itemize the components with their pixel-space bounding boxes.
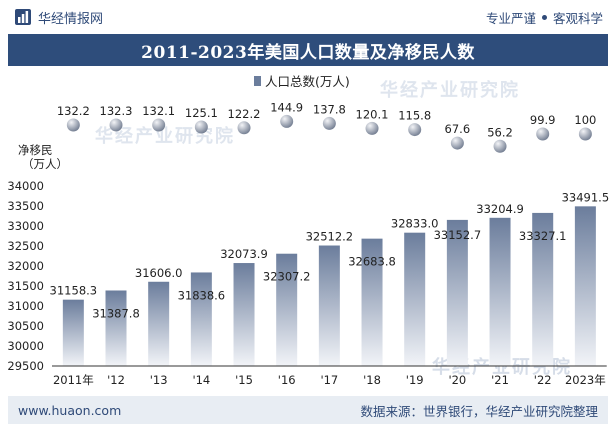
bar — [532, 212, 554, 366]
x-tick-label: '19 — [406, 373, 424, 387]
migration-dot — [109, 118, 123, 132]
y-tick-label: 29500 — [7, 359, 44, 373]
migration-axis-label: 净移民 — [18, 143, 53, 157]
migration-dot — [536, 127, 550, 141]
bar — [105, 290, 127, 366]
bar — [190, 272, 212, 366]
y-tick-label: 32500 — [7, 239, 44, 253]
migration-value-label: 137.8 — [313, 102, 346, 116]
migration-dot — [493, 139, 507, 153]
bar — [148, 281, 170, 366]
x-tick-label: '17 — [320, 373, 338, 387]
migration-value-label: 100 — [574, 113, 596, 127]
tagline: 专业严谨 客观科学 — [486, 8, 603, 27]
bar-value-label: 32833.0 — [391, 217, 439, 231]
migration-value-label: 56.2 — [487, 125, 513, 139]
chart-title: 2011-2023年美国人口数量及净移民人数 — [8, 34, 608, 66]
migration-dot — [578, 127, 592, 141]
migration-dot — [322, 116, 336, 130]
bar — [62, 299, 84, 366]
bar-value-label: 32307.2 — [263, 270, 311, 284]
y-tick-label: 33500 — [7, 199, 44, 213]
migration-value-label: 115.8 — [398, 109, 431, 123]
bar-value-label: 31158.3 — [50, 284, 98, 298]
bar — [233, 263, 255, 366]
brand-name: 华经情报网 — [38, 11, 104, 27]
migration-dot — [66, 118, 80, 132]
migration-dot — [280, 114, 294, 128]
x-tick-label: '21 — [491, 373, 509, 387]
migration-dot — [152, 118, 166, 132]
brand[interactable]: 华经情报网 — [14, 8, 103, 27]
bar-value-label: 31838.6 — [178, 288, 226, 302]
migration-dot — [365, 121, 379, 135]
y-tick-label: 31000 — [7, 299, 44, 313]
bar — [574, 206, 596, 366]
migration-value-label: 122.2 — [228, 107, 261, 121]
watermark-text: 华经产业研究院 — [380, 79, 520, 101]
x-tick-label: '14 — [192, 373, 210, 387]
migration-value-label: 67.6 — [445, 122, 471, 136]
bar-value-label: 32683.8 — [348, 255, 396, 269]
legend-label: 人口总数(万人) — [265, 74, 350, 89]
migration-value-label: 144.9 — [270, 100, 303, 114]
y-tick-label: 31500 — [7, 279, 44, 293]
y-tick-label: 32000 — [7, 259, 44, 273]
bar — [446, 219, 468, 366]
footer-url[interactable]: www.huaon.com — [18, 402, 122, 418]
migration-value-label: 125.1 — [185, 106, 218, 120]
migration-axis-unit: （万人） — [22, 157, 68, 171]
y-tick-label: 30500 — [7, 319, 44, 333]
bar-value-label: 33327.1 — [519, 229, 567, 243]
x-tick-label: '22 — [534, 373, 552, 387]
migration-dot — [194, 120, 208, 134]
bar-value-label: 31387.8 — [92, 306, 140, 320]
x-tick-label: 2011年 — [53, 373, 94, 387]
bar — [276, 253, 298, 366]
migration-value-label: 132.2 — [57, 104, 90, 118]
bar-value-label: 31606.0 — [135, 266, 183, 280]
bar-value-label: 33204.9 — [476, 202, 524, 216]
x-tick-label: 2023年 — [565, 373, 606, 387]
tagline-left: 专业严谨 — [485, 10, 536, 26]
migration-value-label: 99.9 — [530, 113, 556, 127]
y-tick-label: 34000 — [7, 179, 44, 193]
migration-value-label: 132.1 — [142, 104, 175, 118]
bar — [404, 232, 426, 366]
brand-logo-icon — [15, 9, 31, 25]
bar — [318, 245, 340, 366]
migration-dot — [408, 123, 422, 137]
x-tick-label: '12 — [107, 373, 125, 387]
y-tick-label: 30000 — [7, 339, 44, 353]
x-tick-label: '16 — [278, 373, 296, 387]
y-tick-label: 33000 — [7, 219, 44, 233]
top-bar: 华经情报网 专业严谨 客观科学 — [0, 0, 615, 34]
migration-value-label: 132.3 — [100, 104, 133, 118]
bar-value-label: 33152.7 — [434, 228, 482, 242]
bar-value-label: 32073.9 — [220, 247, 268, 261]
bar — [361, 238, 383, 366]
bar — [489, 217, 511, 366]
bar-value-label: 33491.5 — [562, 190, 610, 204]
tagline-dot-icon — [541, 14, 547, 20]
x-tick-label: '18 — [363, 373, 381, 387]
footer: www.huaon.com 数据来源：世界银行，华经产业研究院整理 — [8, 396, 608, 424]
x-tick-label: '13 — [150, 373, 168, 387]
footer-source: 数据来源：世界银行，华经产业研究院整理 — [360, 403, 598, 419]
migration-dot — [237, 121, 251, 135]
migration-dot — [450, 136, 464, 150]
x-tick-label: '20 — [448, 373, 466, 387]
migration-value-label: 120.1 — [356, 107, 389, 121]
bar-value-label: 32512.2 — [306, 230, 354, 244]
tagline-right: 客观科学 — [552, 10, 603, 26]
legend-swatch — [254, 76, 261, 86]
x-tick-label: '15 — [235, 373, 253, 387]
chart: 华经产业研究院华经产业研究院华经产业研究院人口总数(万人)净移民（万人）3400… — [7, 74, 610, 387]
